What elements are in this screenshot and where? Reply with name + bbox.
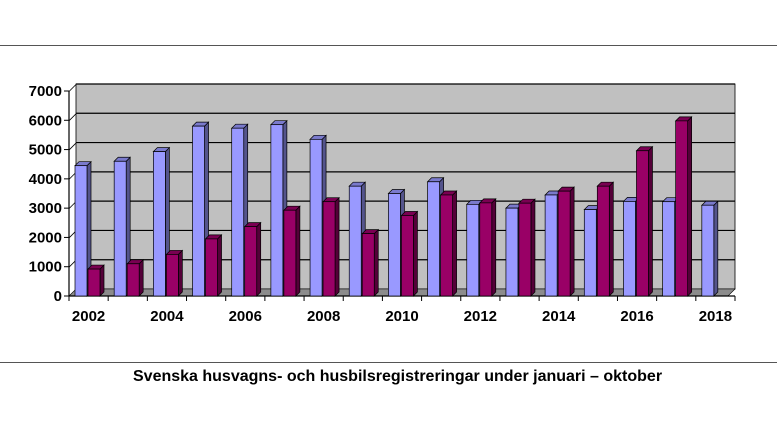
y-tick-label: 2000: [29, 229, 62, 246]
gridline-depth: [68, 84, 77, 92]
bar-series2-2006: [243, 221, 262, 297]
y-tick-label: 3000: [29, 200, 62, 217]
bar-series2-2002: [87, 264, 105, 297]
y-tick-label: 0: [54, 288, 62, 305]
chart-caption: Svenska husvagns- och husbilsregistrerin…: [133, 368, 663, 385]
y-tick-label: 7000: [29, 83, 62, 100]
bar-series2-2013: [518, 198, 536, 297]
x-tick-label: 2008: [307, 308, 340, 325]
bar-series2-2007: [283, 205, 301, 297]
top-divider-line: [0, 45, 777, 46]
bar-series2-2009: [361, 228, 380, 297]
x-tick-label: 2002: [72, 308, 105, 325]
bar-series2-2010: [400, 210, 419, 297]
x-tick-label: 2010: [385, 308, 418, 325]
bottom-divider-line: [0, 362, 777, 363]
bar-series2-2016: [635, 145, 654, 297]
bar-series2-2008: [322, 196, 340, 297]
bar-series2-2012: [478, 198, 497, 297]
x-tick-label: 2012: [464, 308, 497, 325]
y-tick-label: 1000: [29, 259, 62, 276]
bar-series2-2004: [165, 249, 184, 297]
bar-series2-2003: [126, 258, 145, 297]
x-tick-label: 2016: [620, 308, 653, 325]
x-tick-label: 2014: [542, 308, 576, 325]
bar-series2-2011: [439, 190, 458, 297]
x-tick-label: 2018: [699, 308, 732, 325]
x-tick-label: 2006: [229, 308, 262, 325]
bar-series2-2005: [204, 234, 223, 297]
gridline-depth: [68, 142, 77, 151]
bar-chart: 0 1000 2000 3000 4000 5000 6000 7000 2002 2004 200…: [29, 83, 736, 325]
gridline-depth: [68, 113, 77, 122]
bar-series2-2017: [674, 116, 693, 297]
y-tick-label: 4000: [29, 171, 62, 188]
bar-series2-2014: [557, 186, 575, 297]
bar-series2-2015: [596, 181, 615, 297]
bar-series1-2018: [700, 200, 719, 297]
y-tick-label: 5000: [29, 142, 62, 159]
x-tick-label: 2004: [150, 308, 184, 325]
y-tick-label: 6000: [29, 112, 62, 129]
